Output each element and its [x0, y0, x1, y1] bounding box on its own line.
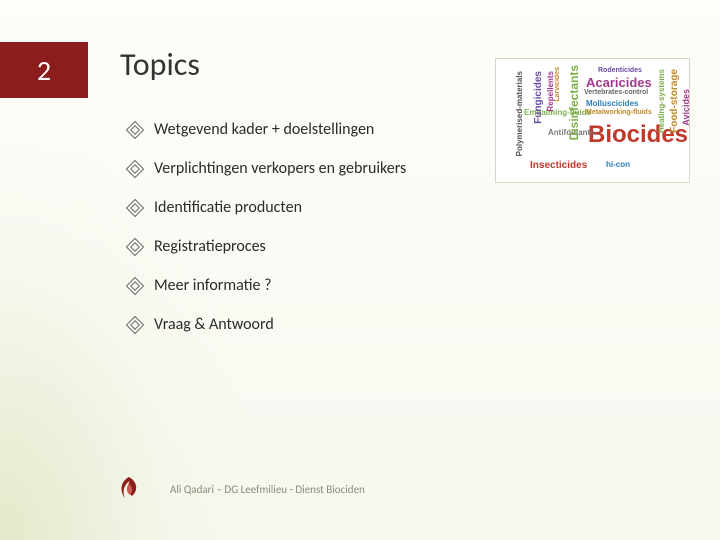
list-item-label: Meer informatie ? — [154, 276, 272, 295]
topics-list: Wetgevend kader + doelstellingen Verplic… — [128, 120, 508, 354]
logo-icon — [116, 474, 142, 504]
wordcloud-word: Polymerised-materials — [516, 71, 524, 156]
slide-number: 2 — [37, 53, 51, 88]
list-item-label: Registratieproces — [154, 237, 266, 256]
wordcloud-word: Vertebrates-control — [584, 89, 648, 96]
wordcloud-word: Insecticides — [530, 161, 587, 171]
wordcloud-word: Fungicides — [534, 71, 544, 124]
list-item-label: Wetgevend kader + doelstellingen — [154, 120, 374, 139]
list-item: Registratieproces — [128, 237, 508, 256]
slide-number-badge: 2 — [0, 42, 88, 98]
footer-text: Ali Qadari – DG Leefmilieu - Dienst Bioc… — [170, 483, 365, 496]
wordcloud-word: Food-storage — [670, 69, 680, 133]
diamond-bullet-icon — [128, 318, 142, 332]
list-item-label: Vraag & Antwoord — [154, 315, 274, 334]
list-item-label: Identificatie producten — [154, 198, 302, 217]
diamond-bullet-icon — [128, 279, 142, 293]
list-item: Wetgevend kader + doelstellingen — [128, 120, 508, 139]
diamond-bullet-icon — [128, 240, 142, 254]
wordcloud-word: Disinfectants — [568, 65, 580, 140]
list-item-label: Verplichtingen verkopers en gebruikers — [154, 159, 406, 178]
slide: 2 Topics Wetgevend kader + doelstellinge… — [0, 0, 720, 540]
list-item: Identificatie producten — [128, 198, 508, 217]
page-title: Topics — [120, 45, 200, 84]
wordcloud-word: Metalworking-fluids — [586, 109, 652, 116]
wordcloud-word: Rodenticides — [598, 67, 642, 74]
wordcloud-image: BiocidesAcaricidesAntifoulantsInsecticid… — [495, 58, 690, 183]
diamond-bullet-icon — [128, 162, 142, 176]
wordcloud-word: Avicides — [682, 89, 690, 126]
wordcloud-word: Heating-systems — [658, 69, 666, 133]
wordcloud-word: Acaricides — [586, 76, 652, 89]
list-item: Meer informatie ? — [128, 276, 508, 295]
wordcloud-word: hi-con — [606, 161, 630, 169]
diamond-bullet-icon — [128, 201, 142, 215]
wordcloud-word: Molluscicides — [586, 100, 638, 108]
list-item: Verplichtingen verkopers en gebruikers — [128, 159, 508, 178]
wordcloud-word: Larvicides — [554, 67, 561, 102]
diamond-bullet-icon — [128, 123, 142, 137]
list-item: Vraag & Antwoord — [128, 315, 508, 334]
